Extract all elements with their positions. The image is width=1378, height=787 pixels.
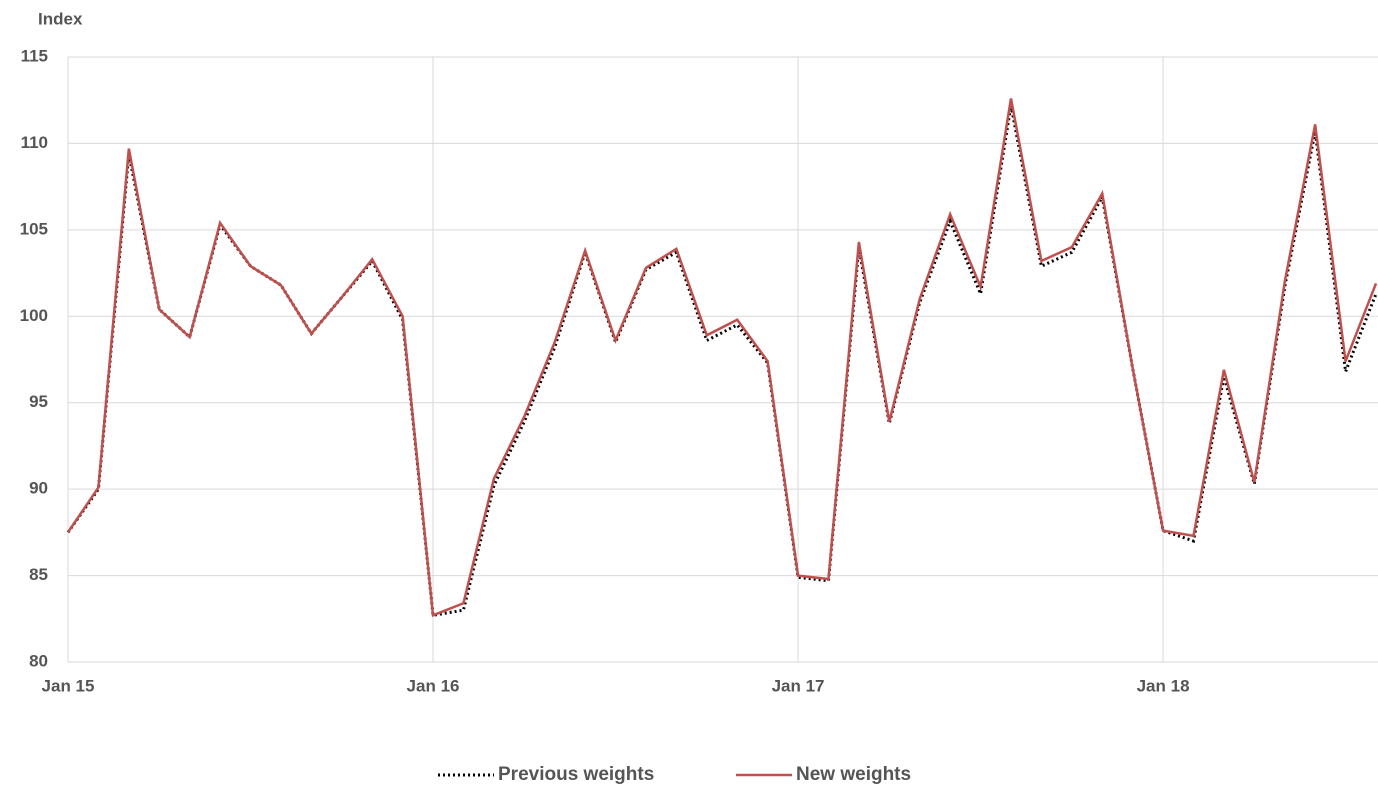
series-line (66, 98, 1378, 618)
series-line (66, 105, 1378, 618)
y-axis-label: Index (38, 9, 83, 28)
y-tick-label: 80 (29, 651, 48, 670)
y-tick-label: 100 (20, 306, 48, 325)
y-tick-label: 85 (29, 565, 48, 584)
x-tick-label: Jan 15 (42, 676, 95, 695)
y-tick-label: 105 (20, 219, 48, 238)
y-tick-label: 90 (29, 479, 48, 498)
x-tick-label: Jan 18 (1137, 676, 1190, 695)
legend-label: New weights (796, 764, 911, 785)
x-tick-label: Jan 17 (772, 676, 825, 695)
y-tick-label: 110 (21, 133, 48, 152)
y-tick-label: 115 (21, 46, 48, 65)
x-tick-label: Jan 16 (407, 676, 460, 695)
legend-label: Previous weights (498, 764, 654, 785)
y-tick-label: 95 (29, 392, 48, 411)
